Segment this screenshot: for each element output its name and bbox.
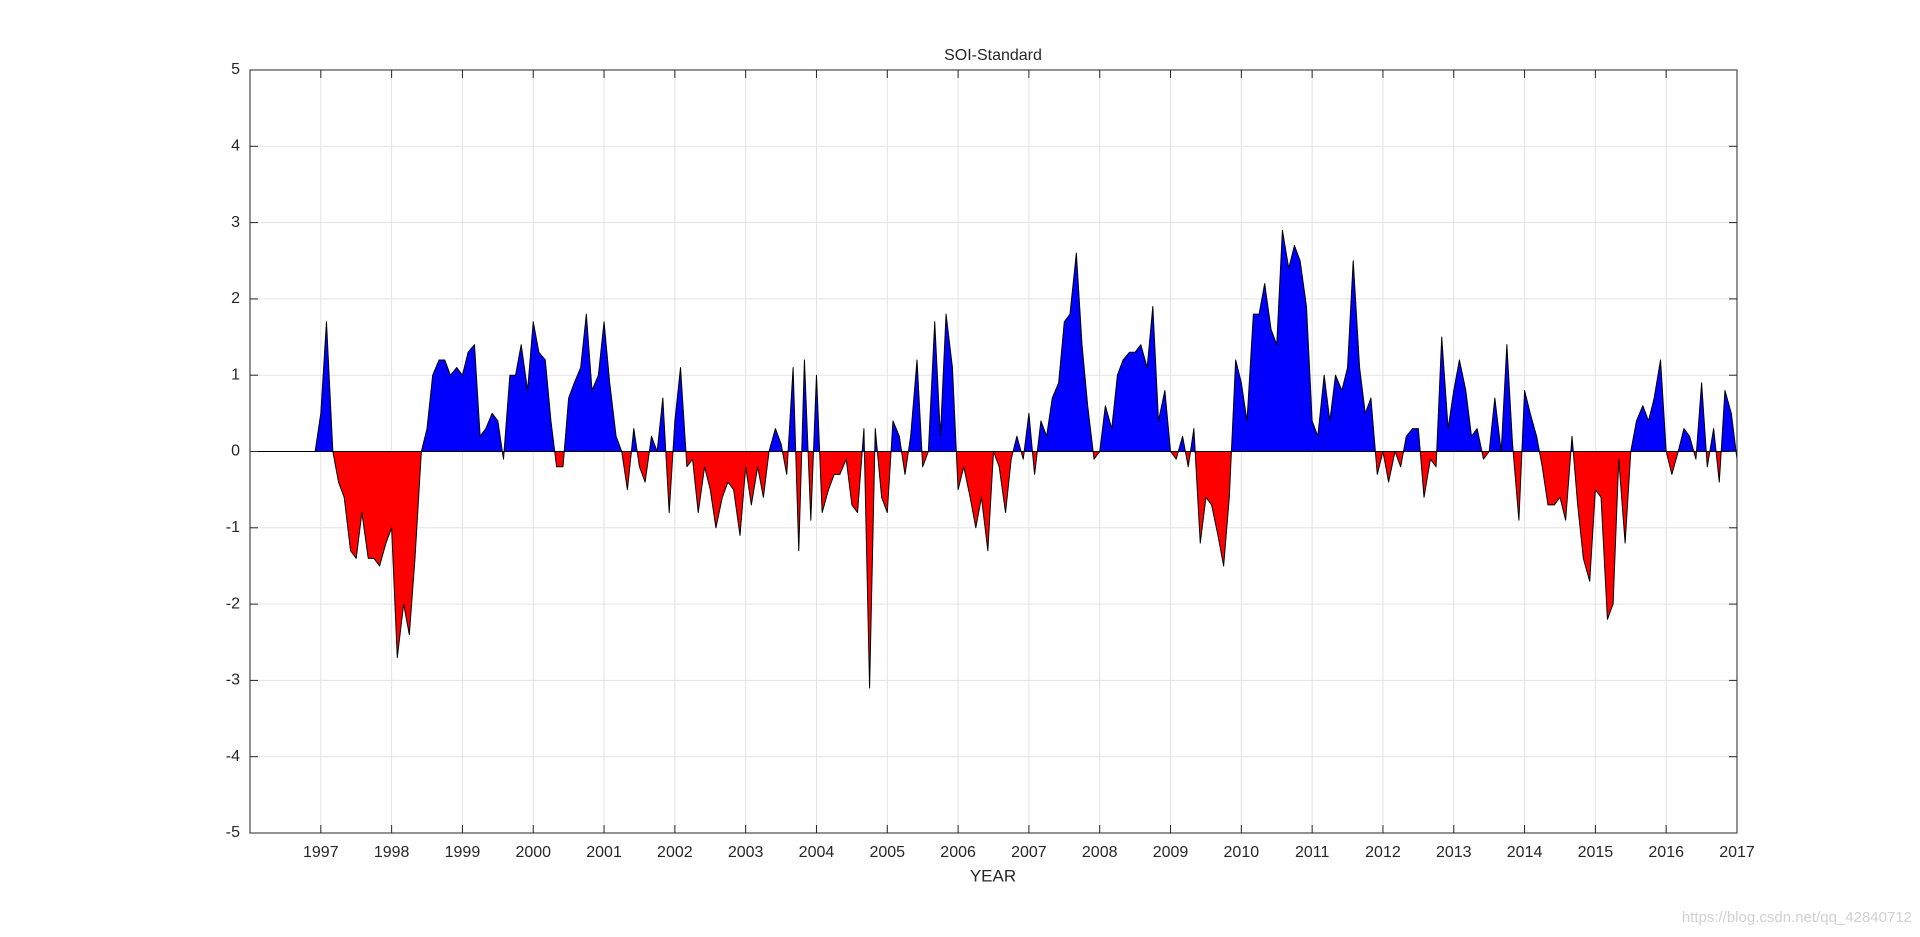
y-tick-label: 3 (231, 214, 240, 231)
x-tick-label: 2007 (1011, 844, 1047, 861)
x-tick-label: 2015 (1578, 844, 1614, 861)
y-tick-label: -4 (226, 748, 240, 765)
x-tick-label: 2006 (940, 844, 976, 861)
x-tick-label: 2014 (1507, 844, 1543, 861)
y-tick-label: 2 (231, 290, 240, 307)
x-tick-label: 2008 (1082, 844, 1118, 861)
x-tick-label: 1997 (303, 844, 339, 861)
x-tick-label: 2000 (515, 844, 551, 861)
x-tick-label: 2004 (799, 844, 835, 861)
y-tick-label: 5 (231, 61, 240, 78)
x-tick-label: 2009 (1153, 844, 1189, 861)
chart-title: SOI-Standard (944, 47, 1042, 64)
x-tick-label: 2012 (1365, 844, 1401, 861)
x-tick-label: 2011 (1295, 844, 1330, 861)
x-tick-label: 2005 (869, 844, 905, 861)
x-tick-label: 2017 (1719, 844, 1755, 861)
x-tick-label: 1998 (374, 844, 410, 861)
x-tick-label: 2001 (586, 844, 622, 861)
x-tick-label: 2016 (1648, 844, 1684, 861)
x-tick-label: 1999 (445, 844, 481, 861)
ticks: -5 -4 -3 -2 -1 0 1 2 3 4 5 1997 1998 1999 2000 2001 2002… (226, 61, 1755, 861)
areas (250, 229, 1737, 689)
x-tick-label: 2002 (657, 844, 693, 861)
y-tick-label: 4 (231, 138, 240, 155)
x-axis-label: YEAR (970, 866, 1016, 885)
watermark: https://blog.csdn.net/qq_42840712 (1682, 909, 1912, 926)
x-tick-label: 2010 (1224, 844, 1260, 861)
y-tick-label: 0 (231, 443, 240, 460)
y-tick-label: 1 (231, 366, 240, 383)
negative-area (250, 451, 1737, 689)
y-tick-label: -5 (226, 824, 240, 841)
y-tick-label: -1 (226, 519, 240, 536)
y-tick-label: -3 (226, 672, 240, 689)
x-tick-label: 2013 (1436, 844, 1472, 861)
positive-area (250, 229, 1737, 452)
x-tick-label: 2003 (728, 844, 764, 861)
y-tick-label: -2 (226, 595, 240, 612)
